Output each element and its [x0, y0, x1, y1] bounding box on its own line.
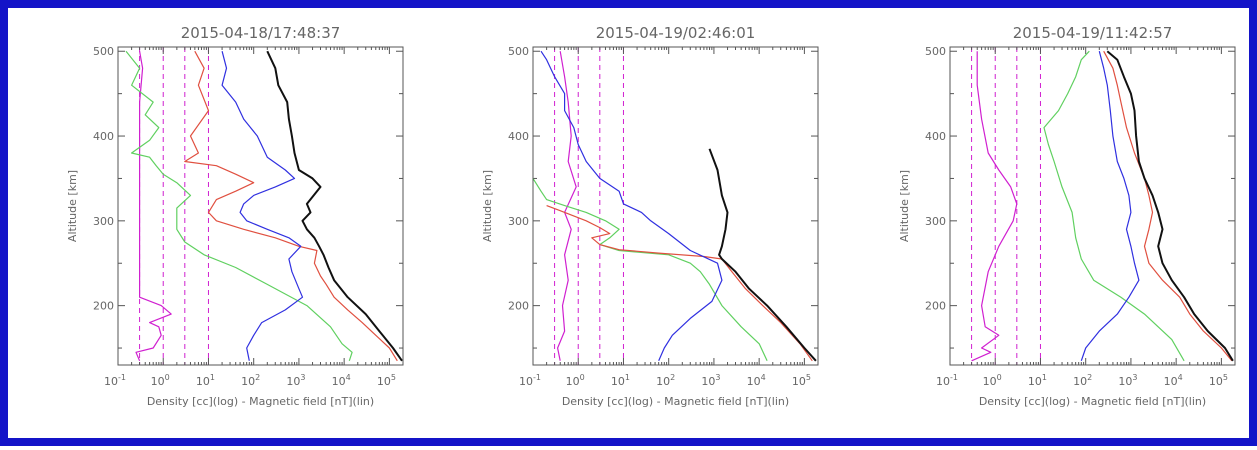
x-axis-label: Density [cc](log) - Magnetic field [nT](… — [147, 395, 374, 408]
x-tick-label: 104 — [1164, 373, 1183, 388]
x-tick-label: 101 — [1028, 373, 1047, 388]
y-tick-label: 300 — [508, 215, 529, 228]
x-tick-label: 105 — [377, 373, 396, 388]
chart-panel-3: 2015-04-19/11:42:57 Density [cc](log) - M… — [898, 24, 1235, 408]
x-tick-label: 102 — [241, 373, 260, 388]
chart-title: 2015-04-19/02:46:01 — [596, 24, 756, 42]
y-tick-label: 200 — [925, 300, 946, 313]
y-tick-label: 500 — [508, 45, 529, 58]
y-tick-label: 500 — [925, 45, 946, 58]
y-axis-label: Altitude [km] — [898, 170, 911, 242]
x-tick-label: 100 — [983, 373, 1002, 388]
x-tick-label: 102 — [1073, 373, 1092, 388]
x-tick-label: 103 — [286, 373, 305, 388]
y-tick-label: 400 — [93, 130, 114, 143]
y-tick-label: 300 — [93, 215, 114, 228]
y-axis-label: Altitude [km] — [66, 170, 79, 242]
chart-title: 2015-04-19/11:42:57 — [1013, 24, 1173, 42]
x-tick-label: 10-1 — [104, 373, 126, 388]
x-tick-label: 10-1 — [936, 373, 958, 388]
plot-area — [118, 47, 403, 365]
x-tick-label: 101 — [611, 373, 630, 388]
x-tick-label: 103 — [701, 373, 720, 388]
x-tick-label: 100 — [566, 373, 585, 388]
y-tick-label: 200 — [508, 300, 529, 313]
y-tick-label: 400 — [925, 130, 946, 143]
x-tick-label: 10-1 — [519, 373, 541, 388]
y-tick-label: 200 — [93, 300, 114, 313]
x-axis-label: Density [cc](log) - Magnetic field [nT](… — [562, 395, 789, 408]
x-tick-label: 105 — [1209, 373, 1228, 388]
chart-panel-2: 2015-04-19/02:46:01 Density [cc](log) - M… — [481, 24, 818, 408]
y-axis-label: Altitude [km] — [481, 170, 494, 242]
x-tick-label: 104 — [747, 373, 766, 388]
y-tick-label: 400 — [508, 130, 529, 143]
x-tick-label: 103 — [1118, 373, 1137, 388]
x-tick-label: 102 — [656, 373, 675, 388]
x-tick-label: 100 — [151, 373, 170, 388]
y-tick-label: 300 — [925, 215, 946, 228]
chart-title: 2015-04-18/17:48:37 — [181, 24, 341, 42]
x-tick-label: 101 — [196, 373, 215, 388]
x-tick-label: 104 — [332, 373, 351, 388]
y-tick-label: 500 — [93, 45, 114, 58]
x-axis-label: Density [cc](log) - Magnetic field [nT](… — [979, 395, 1206, 408]
x-tick-label: 105 — [792, 373, 811, 388]
chart-panel-1: 2015-04-18/17:48:37 Density [cc](log) - M… — [66, 24, 403, 408]
